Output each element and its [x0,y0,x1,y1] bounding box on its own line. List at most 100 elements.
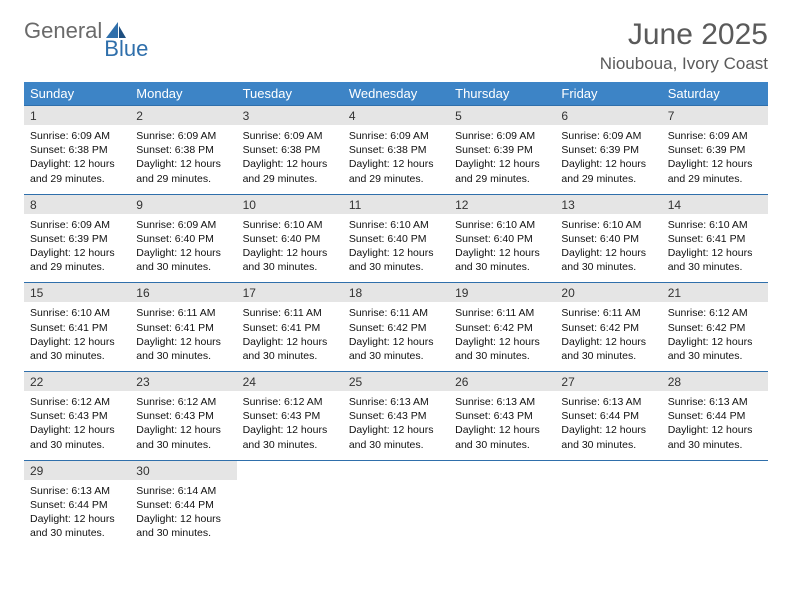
daylight-line: Daylight: 12 hours and 30 minutes. [136,423,230,451]
day-cell: 19Sunrise: 6:11 AMSunset: 6:42 PMDayligh… [449,283,555,372]
sunset-line: Sunset: 6:44 PM [30,498,124,512]
sunrise-line: Sunrise: 6:11 AM [243,306,337,320]
calendar-table: Sunday Monday Tuesday Wednesday Thursday… [24,82,768,548]
sunset-line: Sunset: 6:40 PM [243,232,337,246]
day-number: 9 [130,195,236,214]
daylight-line: Daylight: 12 hours and 30 minutes. [349,335,443,363]
daylight-line: Daylight: 12 hours and 30 minutes. [30,423,124,451]
day-number: 3 [237,106,343,125]
day-details: Sunrise: 6:09 AMSunset: 6:39 PMDaylight:… [449,125,555,194]
day-number: 7 [662,106,768,125]
day-details: Sunrise: 6:09 AMSunset: 6:39 PMDaylight:… [555,125,661,194]
sunset-line: Sunset: 6:38 PM [349,143,443,157]
day-details: Sunrise: 6:12 AMSunset: 6:42 PMDaylight:… [662,302,768,371]
day-number: 5 [449,106,555,125]
sunset-line: Sunset: 6:43 PM [349,409,443,423]
day-header-row: Sunday Monday Tuesday Wednesday Thursday… [24,82,768,106]
sunrise-line: Sunrise: 6:09 AM [455,129,549,143]
day-number: 2 [130,106,236,125]
day-cell: 26Sunrise: 6:13 AMSunset: 6:43 PMDayligh… [449,372,555,461]
daylight-line: Daylight: 12 hours and 29 minutes. [30,157,124,185]
day-cell: 24Sunrise: 6:12 AMSunset: 6:43 PMDayligh… [237,372,343,461]
day-cell: 25Sunrise: 6:13 AMSunset: 6:43 PMDayligh… [343,372,449,461]
day-details: Sunrise: 6:10 AMSunset: 6:40 PMDaylight:… [449,214,555,283]
logo-text-general: General [24,18,102,44]
dh-sat: Saturday [662,82,768,106]
sunrise-line: Sunrise: 6:09 AM [30,218,124,232]
sunset-line: Sunset: 6:38 PM [30,143,124,157]
sunrise-line: Sunrise: 6:13 AM [349,395,443,409]
calendar-body: 1Sunrise: 6:09 AMSunset: 6:38 PMDaylight… [24,106,768,549]
day-number: 30 [130,461,236,480]
day-number: 26 [449,372,555,391]
day-number: 15 [24,283,130,302]
day-details: Sunrise: 6:09 AMSunset: 6:38 PMDaylight:… [343,125,449,194]
day-details: Sunrise: 6:13 AMSunset: 6:44 PMDaylight:… [24,480,130,549]
day-details: Sunrise: 6:12 AMSunset: 6:43 PMDaylight:… [130,391,236,460]
sunset-line: Sunset: 6:42 PM [349,321,443,335]
sunrise-line: Sunrise: 6:09 AM [349,129,443,143]
sunrise-line: Sunrise: 6:09 AM [668,129,762,143]
daylight-line: Daylight: 12 hours and 29 minutes. [561,157,655,185]
day-number: 29 [24,461,130,480]
sunset-line: Sunset: 6:40 PM [455,232,549,246]
daylight-line: Daylight: 12 hours and 30 minutes. [668,335,762,363]
day-cell: 23Sunrise: 6:12 AMSunset: 6:43 PMDayligh… [130,372,236,461]
day-number: 28 [662,372,768,391]
day-cell: 14Sunrise: 6:10 AMSunset: 6:41 PMDayligh… [662,194,768,283]
day-cell: 10Sunrise: 6:10 AMSunset: 6:40 PMDayligh… [237,194,343,283]
day-number: 1 [24,106,130,125]
day-number: 22 [24,372,130,391]
sunrise-line: Sunrise: 6:12 AM [243,395,337,409]
day-number: 21 [662,283,768,302]
week-row: 15Sunrise: 6:10 AMSunset: 6:41 PMDayligh… [24,283,768,372]
day-details: Sunrise: 6:10 AMSunset: 6:40 PMDaylight:… [555,214,661,283]
sunset-line: Sunset: 6:42 PM [668,321,762,335]
day-details: Sunrise: 6:09 AMSunset: 6:38 PMDaylight:… [237,125,343,194]
day-details: Sunrise: 6:11 AMSunset: 6:41 PMDaylight:… [237,302,343,371]
day-number: 8 [24,195,130,214]
day-details: Sunrise: 6:11 AMSunset: 6:42 PMDaylight:… [343,302,449,371]
sunrise-line: Sunrise: 6:13 AM [561,395,655,409]
daylight-line: Daylight: 12 hours and 30 minutes. [561,335,655,363]
location-label: Niouboua, Ivory Coast [600,54,768,74]
day-cell: 30Sunrise: 6:14 AMSunset: 6:44 PMDayligh… [130,460,236,548]
sunset-line: Sunset: 6:43 PM [243,409,337,423]
daylight-line: Daylight: 12 hours and 29 minutes. [136,157,230,185]
day-cell: 18Sunrise: 6:11 AMSunset: 6:42 PMDayligh… [343,283,449,372]
daylight-line: Daylight: 12 hours and 30 minutes. [30,335,124,363]
sunrise-line: Sunrise: 6:12 AM [30,395,124,409]
sunset-line: Sunset: 6:41 PM [668,232,762,246]
sunrise-line: Sunrise: 6:10 AM [561,218,655,232]
sunset-line: Sunset: 6:43 PM [455,409,549,423]
day-number: 6 [555,106,661,125]
daylight-line: Daylight: 12 hours and 30 minutes. [668,423,762,451]
day-number: 12 [449,195,555,214]
week-row: 8Sunrise: 6:09 AMSunset: 6:39 PMDaylight… [24,194,768,283]
daylight-line: Daylight: 12 hours and 30 minutes. [455,423,549,451]
daylight-line: Daylight: 12 hours and 30 minutes. [349,423,443,451]
day-details: Sunrise: 6:13 AMSunset: 6:44 PMDaylight:… [662,391,768,460]
sunrise-line: Sunrise: 6:11 AM [561,306,655,320]
logo-text-blue: Blue [104,36,148,62]
sunrise-line: Sunrise: 6:09 AM [30,129,124,143]
day-number: 4 [343,106,449,125]
day-cell: 29Sunrise: 6:13 AMSunset: 6:44 PMDayligh… [24,460,130,548]
day-cell: 13Sunrise: 6:10 AMSunset: 6:40 PMDayligh… [555,194,661,283]
dh-wed: Wednesday [343,82,449,106]
daylight-line: Daylight: 12 hours and 29 minutes. [243,157,337,185]
day-cell: 15Sunrise: 6:10 AMSunset: 6:41 PMDayligh… [24,283,130,372]
sunset-line: Sunset: 6:44 PM [136,498,230,512]
sunset-line: Sunset: 6:41 PM [243,321,337,335]
sunrise-line: Sunrise: 6:12 AM [136,395,230,409]
day-cell: 5Sunrise: 6:09 AMSunset: 6:39 PMDaylight… [449,106,555,195]
day-cell: 7Sunrise: 6:09 AMSunset: 6:39 PMDaylight… [662,106,768,195]
day-details: Sunrise: 6:11 AMSunset: 6:42 PMDaylight:… [449,302,555,371]
daylight-line: Daylight: 12 hours and 29 minutes. [30,246,124,274]
day-number: 20 [555,283,661,302]
day-cell: 20Sunrise: 6:11 AMSunset: 6:42 PMDayligh… [555,283,661,372]
sunset-line: Sunset: 6:41 PM [30,321,124,335]
sunrise-line: Sunrise: 6:12 AM [668,306,762,320]
daylight-line: Daylight: 12 hours and 30 minutes. [136,246,230,274]
day-cell [662,460,768,548]
